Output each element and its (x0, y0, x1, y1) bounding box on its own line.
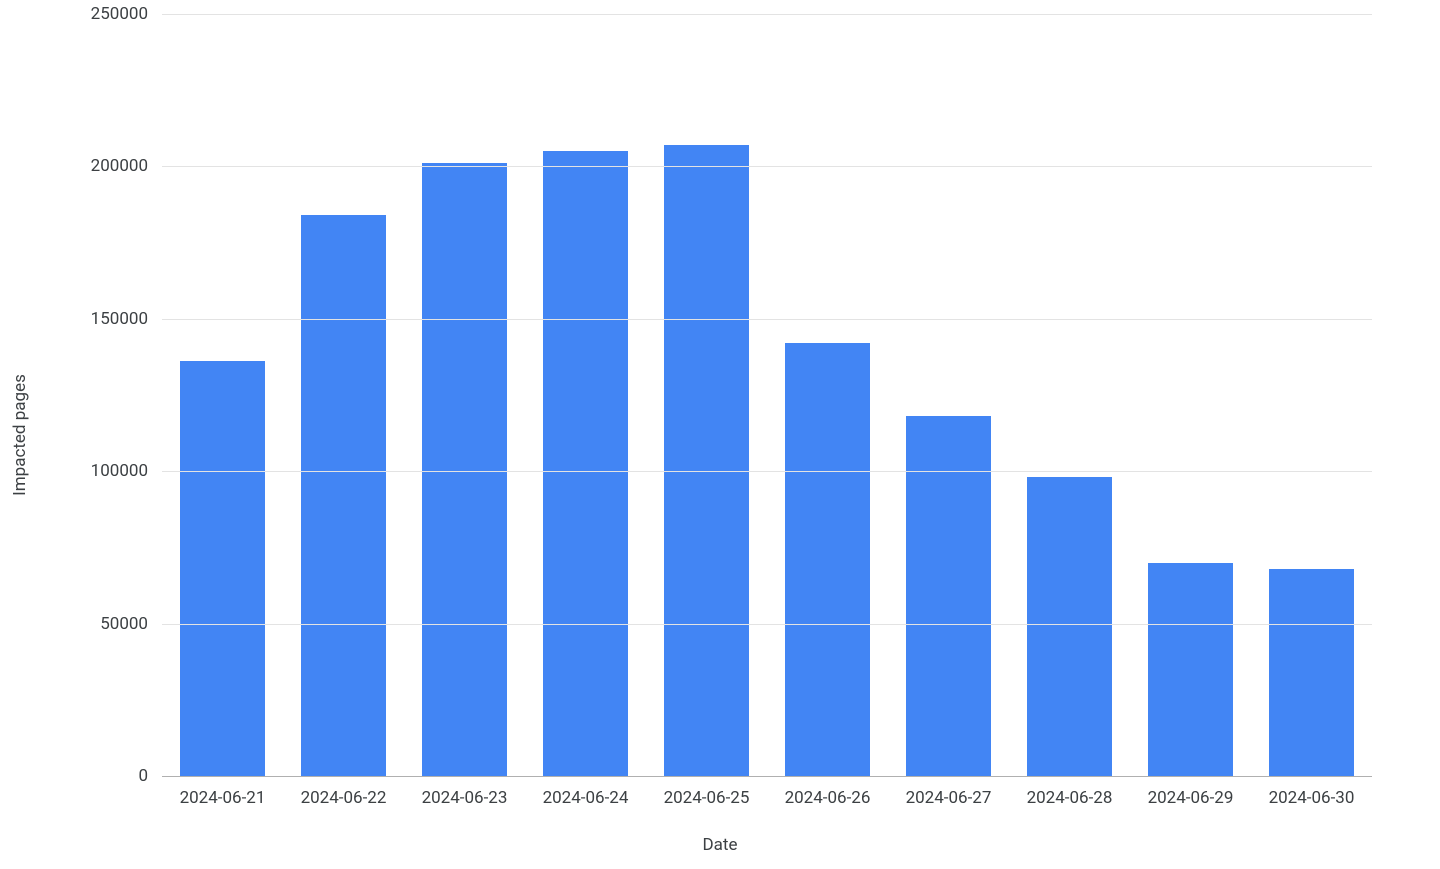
bar (1148, 563, 1233, 776)
y-tick-label: 50000 (100, 614, 162, 634)
bar (422, 163, 507, 776)
gridline (162, 166, 1372, 167)
x-tick-label: 2024-06-30 (1269, 776, 1355, 808)
x-tick-label: 2024-06-29 (1148, 776, 1234, 808)
gridline (162, 624, 1372, 625)
x-tick-label: 2024-06-22 (301, 776, 387, 808)
bar (1027, 477, 1112, 776)
y-tick-label: 150000 (91, 309, 162, 329)
y-tick-label: 200000 (91, 156, 162, 176)
x-axis-title: Date (0, 835, 1440, 855)
gridline (162, 319, 1372, 320)
impacted-pages-bar-chart: Impacted pages Date 05000010000015000020… (0, 0, 1440, 869)
x-tick-label: 2024-06-23 (422, 776, 508, 808)
bar (1269, 569, 1354, 776)
bar (664, 145, 749, 776)
y-axis-title: Impacted pages (10, 374, 30, 496)
x-tick-label: 2024-06-27 (906, 776, 992, 808)
y-tick-label: 250000 (91, 4, 162, 24)
x-tick-label: 2024-06-26 (785, 776, 871, 808)
x-tick-label: 2024-06-21 (180, 776, 266, 808)
y-tick-label: 100000 (91, 461, 162, 481)
x-tick-label: 2024-06-28 (1027, 776, 1113, 808)
x-tick-label: 2024-06-25 (664, 776, 750, 808)
plot-area: 0500001000001500002000002500002024-06-21… (162, 14, 1372, 776)
bar (180, 361, 265, 776)
bar (301, 215, 386, 776)
gridline (162, 471, 1372, 472)
x-tick-label: 2024-06-24 (543, 776, 629, 808)
bar (543, 151, 628, 776)
gridline (162, 14, 1372, 15)
y-tick-label: 0 (138, 766, 162, 786)
bars-container (162, 14, 1372, 776)
bar (785, 343, 870, 776)
